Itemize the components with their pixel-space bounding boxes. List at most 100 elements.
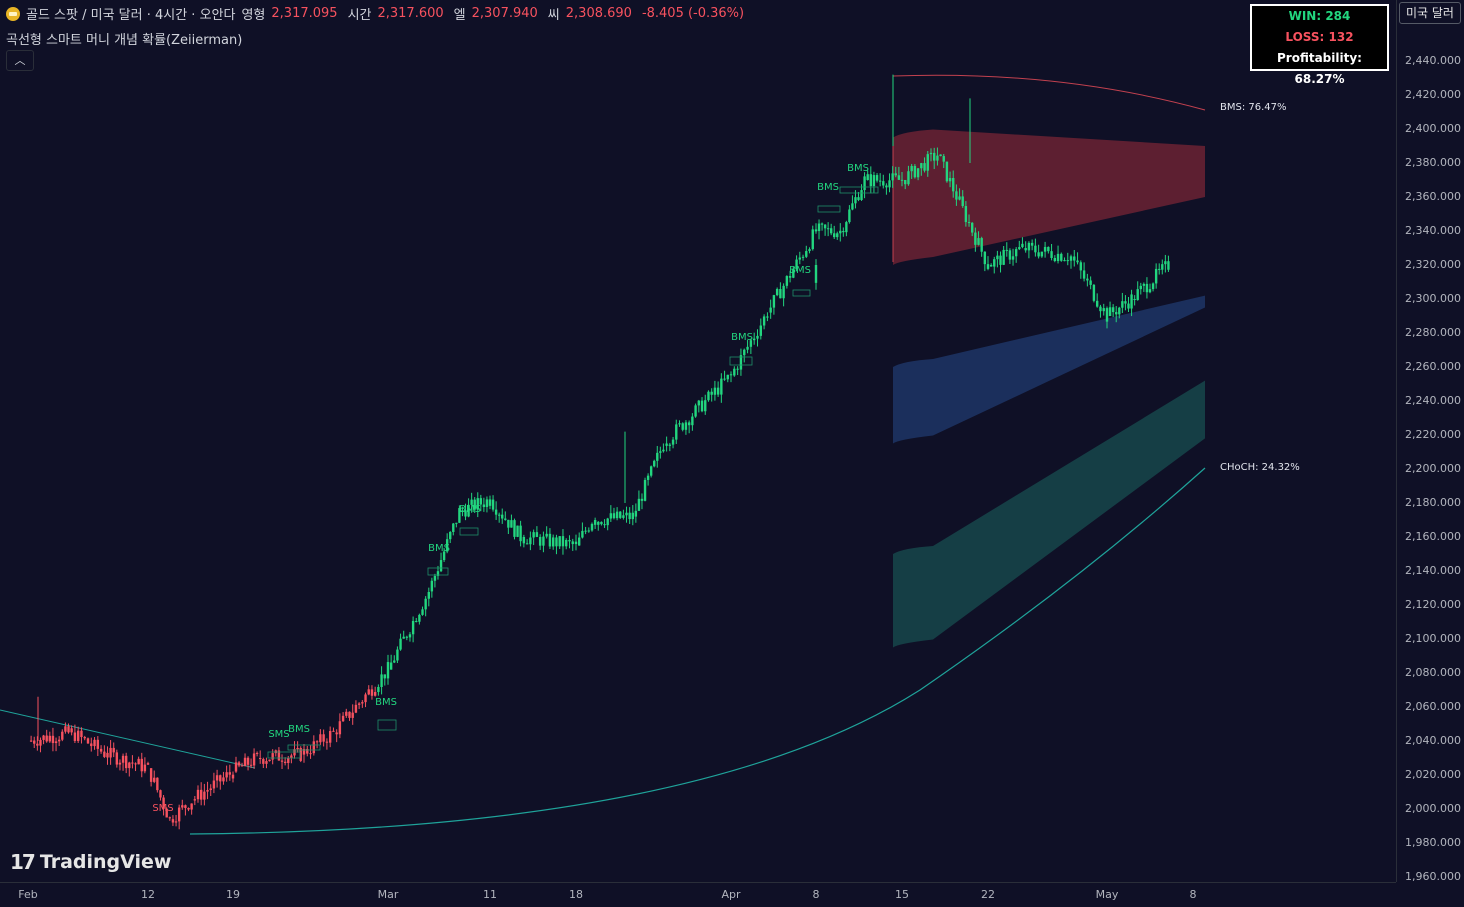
- candle-body: [277, 750, 281, 761]
- candle-body: [187, 807, 190, 810]
- candle-body: [1060, 253, 1063, 261]
- candle-body: [165, 808, 168, 818]
- candle-body: [779, 289, 782, 299]
- candle-body: [736, 368, 739, 370]
- candle-body: [817, 223, 821, 231]
- time-axis-label: May: [1095, 888, 1119, 901]
- candle-body: [958, 196, 961, 200]
- candle-body: [64, 726, 67, 732]
- candle-body: [199, 789, 203, 800]
- candle-body: [939, 154, 942, 157]
- change-value: -8.405 (-0.36%): [641, 6, 745, 21]
- candle-body: [491, 499, 495, 510]
- candle-body: [836, 233, 839, 238]
- candle-body: [798, 257, 802, 260]
- candle-body: [128, 762, 131, 769]
- candle-body: [948, 177, 952, 182]
- price-axis-label: 2,420.000: [1405, 88, 1461, 101]
- candle-body: [283, 761, 287, 764]
- candle-body: [1151, 283, 1155, 290]
- candle-body: [1073, 256, 1076, 261]
- candle-body: [237, 762, 241, 766]
- candle-body: [485, 499, 489, 508]
- candle-body: [386, 662, 390, 679]
- candle-body: [1014, 249, 1018, 257]
- collapse-indicators-button[interactable]: ︿: [6, 50, 34, 71]
- candle-body: [149, 768, 153, 782]
- candle-body: [926, 154, 929, 171]
- candle-body: [393, 660, 396, 663]
- structure-label: BMS: [459, 504, 481, 515]
- indicator-title[interactable]: 곡선형 스마트 머니 개념 확률(Zeiierman): [6, 33, 243, 48]
- candle-body: [36, 743, 39, 746]
- candle-body: [1161, 264, 1164, 270]
- candle-body: [439, 560, 443, 572]
- candle-body: [713, 387, 717, 395]
- candle-body: [678, 423, 681, 425]
- candle-body: [296, 748, 299, 750]
- time-axis[interactable]: Feb 12 19 Mar 11 18 Apr 8 15 22 May 8: [0, 882, 1396, 907]
- tradingview-logo-icon: 17: [10, 850, 36, 874]
- candle-body: [993, 259, 996, 267]
- candle-body: [93, 739, 96, 747]
- candle-body: [1076, 260, 1079, 263]
- candle-body: [739, 355, 743, 370]
- candle-body: [190, 803, 193, 810]
- candle-body: [700, 400, 704, 412]
- candle-body: [106, 752, 109, 758]
- candle-body: [891, 173, 894, 181]
- price-axis[interactable]: 2,440.000 2,420.000 2,400.000 2,380.000 2,36…: [1396, 0, 1464, 883]
- candle-body: [900, 179, 904, 181]
- candle-body: [442, 551, 446, 561]
- candle-body: [631, 512, 634, 520]
- candle-body: [361, 702, 364, 704]
- candle-body: [961, 196, 964, 207]
- tradingview-logo[interactable]: 17 TradingView: [10, 850, 171, 874]
- candle-body: [1089, 280, 1092, 285]
- candle-body: [525, 543, 529, 545]
- candle-body: [542, 536, 545, 546]
- candle-body: [970, 222, 974, 233]
- candle-body: [1050, 251, 1053, 258]
- stats-table: WIN: 284 LOSS: 132 Profitability: 68.27%: [1250, 4, 1389, 86]
- candle-body: [131, 762, 134, 764]
- candle-body: [510, 520, 513, 528]
- candle-body: [548, 533, 552, 547]
- candle-body: [894, 173, 897, 176]
- candle-body: [280, 760, 284, 762]
- candle-body: [746, 346, 749, 350]
- candle-body: [415, 620, 418, 622]
- candle-body: [287, 757, 290, 764]
- candle-body: [373, 691, 377, 696]
- candle-body: [1118, 307, 1121, 315]
- candle-body: [986, 264, 990, 269]
- candle-body: [640, 498, 644, 501]
- candle-body: [866, 174, 869, 180]
- candle-body: [1082, 270, 1086, 279]
- candle-body: [622, 515, 625, 518]
- candle-body: [820, 223, 824, 225]
- candle-body: [39, 739, 42, 746]
- candle-body: [383, 674, 386, 679]
- price-chart[interactable]: SMS SMS BMS BMS BMS BMS BMS BMS BMS BMS: [0, 0, 1396, 882]
- candle-body: [766, 316, 769, 318]
- candle-body: [357, 703, 361, 705]
- candle-body: [501, 514, 504, 519]
- time-axis-label: Mar: [377, 888, 399, 901]
- candle-body: [262, 759, 265, 764]
- candle-body: [913, 165, 917, 178]
- candle-body: [494, 509, 498, 515]
- time-axis-label: 15: [895, 888, 909, 901]
- candle-body: [653, 460, 656, 467]
- candle-body: [473, 499, 476, 510]
- price-axis-label: 2,240.000: [1405, 394, 1461, 407]
- candle-body: [33, 740, 36, 744]
- candle-body: [955, 191, 958, 200]
- candle-body: [885, 185, 888, 188]
- candle-body: [309, 753, 312, 755]
- candle-body: [488, 499, 492, 506]
- symbol-title[interactable]: 골드 스팟 / 미국 달러 · 4시간 · 오안다: [26, 8, 236, 23]
- candle-body: [411, 620, 415, 635]
- currency-button[interactable]: 미국 달러: [1399, 2, 1461, 24]
